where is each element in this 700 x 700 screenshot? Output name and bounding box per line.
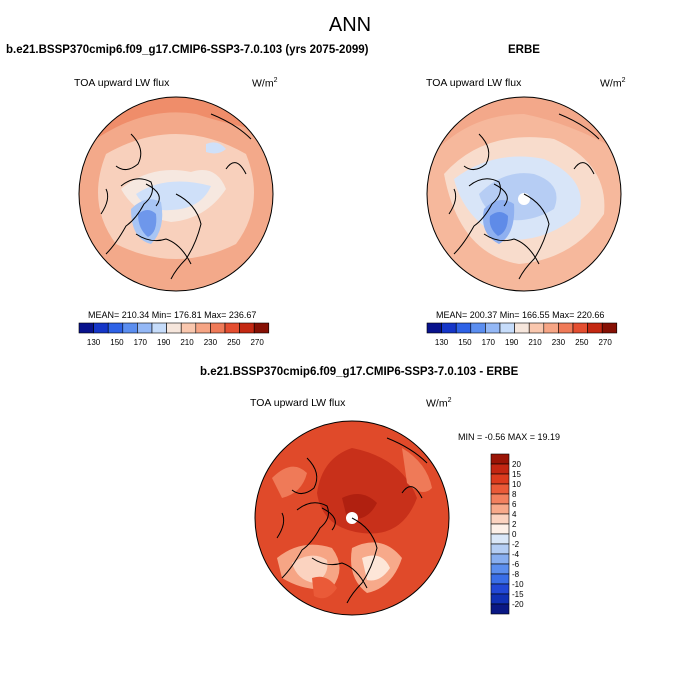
- model-colorbar-label: 250: [227, 338, 241, 347]
- model-stats: MEAN= 210.34 Min= 176.81 Max= 236.67: [88, 310, 257, 320]
- diff-colorbar-label: 6: [512, 500, 517, 509]
- plot-title: ANN: [328, 14, 372, 36]
- diff-colorbar-label: 0: [512, 530, 517, 539]
- obs-colorbar-swatch: [441, 322, 457, 334]
- model-colorbar-label: 210: [180, 338, 194, 347]
- obs-colorbar-label: 230: [552, 338, 566, 347]
- obs-colorbar-swatch: [572, 322, 588, 334]
- diff-colorbar-swatch: [490, 583, 510, 595]
- model-colorbar: 130 150 170 190 210 230 250 270: [78, 322, 270, 347]
- diff-colorbar-swatch: [490, 493, 510, 505]
- obs-colorbar-swatch: [455, 322, 472, 334]
- diff-colorbar-label: -8: [512, 570, 520, 579]
- obs-polar-map: [426, 96, 622, 292]
- model-colorbar-swatch: [195, 322, 211, 334]
- obs-colorbar-label: 170: [482, 338, 496, 347]
- diff-units-label: W/m2: [426, 397, 452, 410]
- diff-colorbar-label: 2: [512, 520, 517, 529]
- diff-colorbar-label: -2: [512, 540, 520, 549]
- diff-colorbar-swatch: [490, 603, 510, 615]
- model-colorbar-label: 230: [204, 338, 218, 347]
- diff-colorbar-label: 4: [512, 510, 517, 519]
- model-polar-map: [78, 96, 274, 292]
- diff-colorbar-label: -20: [512, 600, 524, 609]
- model-colorbar-swatch: [224, 322, 240, 334]
- diff-colorbar-swatch: [490, 523, 510, 535]
- obs-variable-label: TOA upward LW flux: [426, 77, 522, 89]
- diff-colorbar-swatch: [490, 453, 510, 465]
- model-colorbar-label: 270: [250, 338, 264, 347]
- diff-colorbar-label: 10: [512, 480, 521, 489]
- model-colorbar-swatch: [93, 322, 109, 334]
- model-colorbar-swatch: [166, 322, 182, 334]
- obs-colorbar-swatch: [558, 322, 574, 334]
- diff-polar-map: [254, 420, 450, 616]
- model-colorbar-label: 130: [87, 338, 101, 347]
- diff-colorbar-label: -4: [512, 550, 520, 559]
- model-colorbar-swatch: [239, 322, 255, 334]
- obs-colorbar-label: 150: [458, 338, 472, 347]
- obs-colorbar-swatch: [587, 322, 603, 334]
- obs-colorbar-swatch: [426, 322, 442, 334]
- model-units-label: W/m2: [252, 77, 278, 90]
- model-colorbar-label: 190: [157, 338, 171, 347]
- obs-colorbar-label: 190: [505, 338, 519, 347]
- diff-colorbar-label: 8: [512, 490, 517, 499]
- diff-colorbar-label: -15: [512, 590, 524, 599]
- diff-colorbar-swatch: [490, 553, 510, 565]
- diff-colorbar-label: -10: [512, 580, 524, 589]
- diff-stats: MIN = -0.56 MAX = 19.19: [458, 432, 561, 442]
- model-colorbar-swatch: [122, 322, 138, 334]
- diff-colorbar-swatch: [490, 513, 510, 525]
- obs-colorbar-label: 270: [598, 338, 612, 347]
- model-panel-title: b.e21.BSSP370cmip6.f09_g17.CMIP6-SSP3-7.…: [6, 44, 369, 56]
- obs-colorbar-label: 210: [528, 338, 542, 347]
- obs-colorbar-label: 130: [435, 338, 449, 347]
- diff-colorbar-swatch: [490, 533, 510, 545]
- obs-units-label: W/m2: [600, 77, 626, 90]
- obs-colorbar-swatch: [543, 322, 559, 334]
- diff-colorbar-swatch: [490, 503, 510, 515]
- model-colorbar-label: 170: [134, 338, 148, 347]
- diff-colorbar-swatch: [490, 573, 510, 585]
- diff-colorbar-swatch: [490, 593, 510, 605]
- diff-panel-title: b.e21.BSSP370cmip6.f09_g17.CMIP6-SSP3-7.…: [200, 366, 519, 378]
- model-colorbar-swatch: [78, 322, 94, 334]
- obs-colorbar-swatch: [601, 322, 618, 334]
- model-colorbar-swatch: [107, 322, 124, 334]
- diff-colorbar-label: 15: [512, 470, 521, 479]
- diff-colorbar-swatch: [490, 483, 510, 495]
- model-variable-label: TOA upward LW flux: [74, 77, 170, 89]
- model-colorbar-swatch: [253, 322, 270, 334]
- model-colorbar-swatch: [151, 322, 167, 334]
- obs-colorbar: 130 150 170 190 210 230 250 270: [426, 322, 618, 347]
- diff-colorbar-label: -6: [512, 560, 520, 569]
- diff-colorbar-swatch: [490, 463, 510, 475]
- obs-colorbar-swatch: [499, 322, 515, 334]
- obs-stats: MEAN= 200.37 Min= 166.55 Max= 220.66: [436, 310, 605, 320]
- model-colorbar-label: 150: [110, 338, 124, 347]
- diff-colorbar-swatch: [490, 473, 510, 485]
- diff-colorbar-swatch: [490, 543, 510, 555]
- obs-colorbar-swatch: [485, 322, 501, 334]
- obs-panel-title: ERBE: [508, 44, 540, 56]
- obs-colorbar-swatch: [528, 322, 545, 334]
- model-colorbar-swatch: [210, 322, 226, 334]
- obs-colorbar-label: 250: [575, 338, 589, 347]
- diff-variable-label: TOA upward LW flux: [250, 397, 346, 409]
- obs-colorbar-swatch: [514, 322, 530, 334]
- diff-colorbar-label: 20: [512, 460, 521, 469]
- model-colorbar-swatch: [180, 322, 197, 334]
- diff-colorbar-swatch: [490, 563, 510, 575]
- obs-colorbar-swatch: [470, 322, 486, 334]
- model-colorbar-swatch: [137, 322, 153, 334]
